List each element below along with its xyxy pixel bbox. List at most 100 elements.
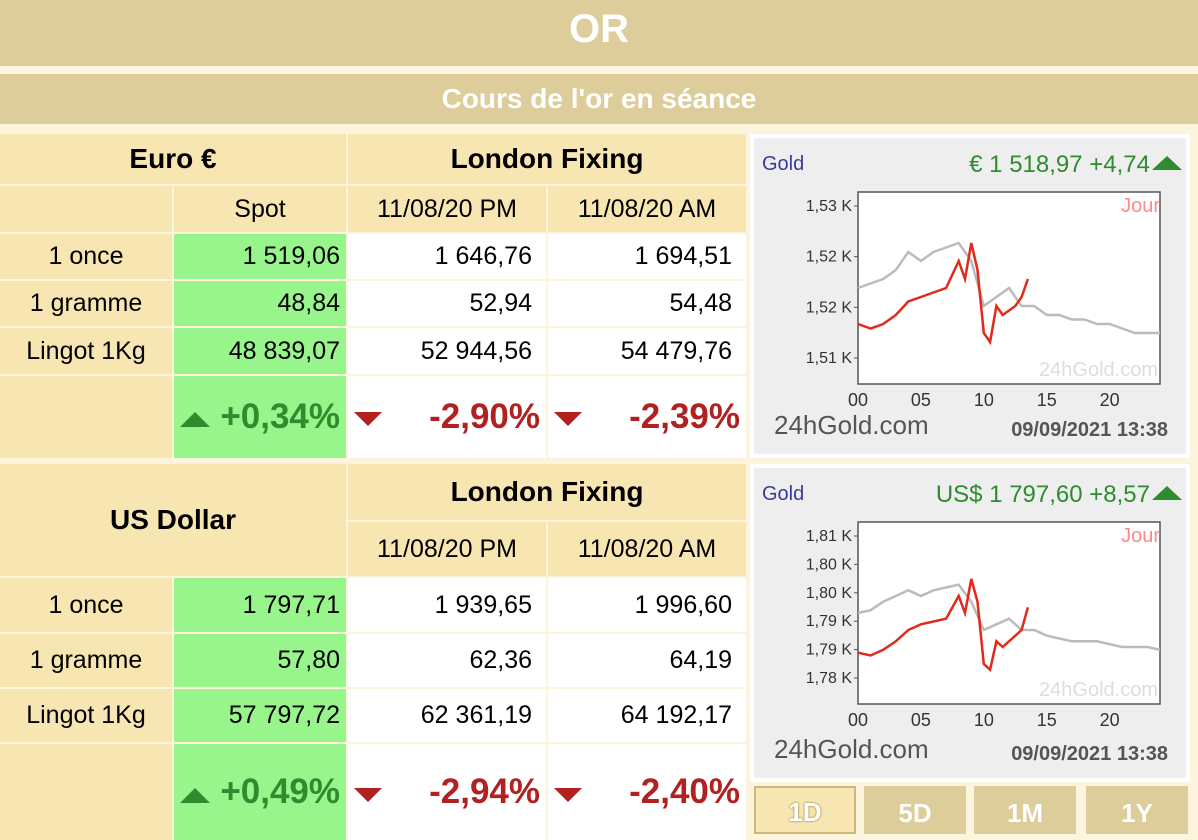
chart-title: Gold bbox=[762, 153, 804, 175]
chart-watermark: 24hGold.com bbox=[1039, 679, 1158, 701]
eur-spot-value: 48 839,07 bbox=[174, 328, 346, 374]
chart-x-tick-label: 05 bbox=[911, 710, 931, 730]
section-subtitle: Cours de l'or en séance bbox=[0, 74, 1198, 124]
eur-row-label: 1 gramme bbox=[0, 281, 172, 326]
page-title: OR bbox=[0, 0, 1198, 66]
chart-x-tick-label: 10 bbox=[974, 710, 994, 730]
usd-spot-value: 57 797,72 bbox=[174, 689, 346, 742]
eur-row-label: Lingot 1Kg bbox=[0, 328, 172, 374]
eur-pm-change: -2,90% bbox=[348, 376, 546, 458]
usd-change-empty bbox=[0, 744, 172, 840]
chart-series-line bbox=[857, 583, 1161, 652]
eur-fixing-header: London Fixing bbox=[348, 134, 746, 184]
gold-eur-chart-svg: Gold € 1 518,97 +4,74 Jour 24hGold.com 1,53 … bbox=[754, 138, 1186, 454]
gold-usd-chart[interactable]: Gold US$ 1 797,60 +8,57 Jour 24hGold.com 1,8… bbox=[750, 464, 1190, 782]
chart-x-tick-label: 05 bbox=[911, 390, 931, 410]
eur-am-value: 54,48 bbox=[548, 281, 746, 326]
chart-price-label: US$ 1 797,60 +8,57 bbox=[936, 481, 1150, 508]
chart-watermark: 24hGold.com bbox=[1039, 359, 1158, 381]
chart-footer-brand: 24hGold.com bbox=[774, 734, 929, 764]
chart-plot-area bbox=[857, 521, 1161, 705]
usd-spot-change-text: +0,49% bbox=[220, 772, 340, 811]
chart-title: Gold bbox=[762, 483, 804, 505]
chart-y-tick-label: 1,79 K bbox=[806, 642, 853, 659]
usd-spot-change: +0,49% bbox=[174, 744, 346, 840]
eur-spot-value: 48,84 bbox=[174, 281, 346, 326]
usd-row-label: 1 once bbox=[0, 578, 172, 632]
chart-y-tick-label: 1,78 K bbox=[806, 670, 853, 687]
eur-spot-change-text: +0,34% bbox=[220, 397, 340, 436]
chart-footer-date: 09/09/2021 13:38 bbox=[1011, 419, 1168, 441]
eur-change-empty bbox=[0, 376, 172, 458]
usd-fixing-header: London Fixing bbox=[348, 464, 746, 520]
usd-am-change-text: -2,40% bbox=[629, 772, 740, 811]
up-arrow-icon bbox=[1152, 156, 1182, 170]
usd-pm-value: 62 361,19 bbox=[348, 689, 546, 742]
usd-currency-header: US Dollar bbox=[0, 464, 346, 576]
down-arrow-icon bbox=[554, 788, 582, 802]
usd-pm-value: 1 939,65 bbox=[348, 578, 546, 632]
eur-spot-header: Spot bbox=[174, 186, 346, 232]
usd-am-value: 64,19 bbox=[548, 634, 746, 687]
usd-pm-header: 11/08/20 PM bbox=[348, 522, 546, 576]
chart-y-tick-label: 1,51 K bbox=[806, 350, 853, 367]
eur-am-header: 11/08/20 AM bbox=[548, 186, 746, 232]
eur-empty-header bbox=[0, 186, 172, 232]
eur-pm-value: 52,94 bbox=[348, 281, 546, 326]
chart-x-tick-label: 10 bbox=[974, 390, 994, 410]
eur-pm-value: 1 646,76 bbox=[348, 234, 546, 279]
usd-row-label: Lingot 1Kg bbox=[0, 689, 172, 742]
eur-row-label: 1 once bbox=[0, 234, 172, 279]
eur-spot-change: +0,34% bbox=[174, 376, 346, 458]
chart-series-line bbox=[857, 241, 1160, 335]
chart-footer-date: 09/09/2021 13:38 bbox=[1011, 743, 1168, 765]
chart-y-tick-label: 1,79 K bbox=[806, 613, 853, 630]
usd-row-label: 1 gramme bbox=[0, 634, 172, 687]
eur-spot-value: 1 519,06 bbox=[174, 234, 346, 279]
eur-currency-header: Euro € bbox=[0, 134, 346, 184]
down-arrow-icon bbox=[554, 412, 582, 426]
usd-spot-value: 1 797,71 bbox=[174, 578, 346, 632]
eur-am-change-text: -2,39% bbox=[629, 397, 740, 436]
period-button-1y[interactable]: 1Y bbox=[1086, 786, 1188, 834]
period-button-5d[interactable]: 5D bbox=[864, 786, 966, 834]
eur-pm-header: 11/08/20 PM bbox=[348, 186, 546, 232]
eur-am-value: 1 694,51 bbox=[548, 234, 746, 279]
down-arrow-icon bbox=[354, 788, 382, 802]
period-button-1m[interactable]: 1M bbox=[974, 786, 1076, 834]
up-arrow-icon bbox=[180, 788, 210, 803]
chart-x-tick-label: 20 bbox=[1100, 710, 1120, 730]
eur-am-change: -2,39% bbox=[548, 376, 746, 458]
chart-series-line bbox=[857, 242, 1030, 346]
chart-x-tick-label: 00 bbox=[848, 710, 868, 730]
usd-am-value: 64 192,17 bbox=[548, 689, 746, 742]
chart-footer-brand: 24hGold.com bbox=[774, 410, 929, 440]
chart-period-label: Jour bbox=[1121, 195, 1160, 217]
chart-y-tick-label: 1,80 K bbox=[806, 585, 853, 602]
chart-y-tick-label: 1,53 K bbox=[806, 198, 853, 215]
usd-pm-change: -2,94% bbox=[348, 744, 546, 840]
eur-pm-change-text: -2,90% bbox=[429, 397, 540, 436]
chart-price-label: € 1 518,97 +4,74 bbox=[969, 151, 1150, 178]
usd-pm-change-text: -2,94% bbox=[429, 772, 540, 811]
up-arrow-icon bbox=[180, 412, 210, 427]
chart-x-tick-label: 15 bbox=[1037, 710, 1057, 730]
down-arrow-icon bbox=[354, 412, 382, 426]
chart-period-label: Jour bbox=[1121, 525, 1160, 547]
gold-eur-chart[interactable]: Gold € 1 518,97 +4,74 Jour 24hGold.com 1,53 … bbox=[750, 134, 1190, 458]
usd-am-value: 1 996,60 bbox=[548, 578, 746, 632]
usd-spot-value: 57,80 bbox=[174, 634, 346, 687]
chart-y-tick-label: 1,80 K bbox=[806, 556, 853, 573]
usd-am-change: -2,40% bbox=[548, 744, 746, 840]
chart-series-line bbox=[857, 578, 1030, 673]
chart-x-tick-label: 20 bbox=[1100, 390, 1120, 410]
period-button-1d[interactable]: 1D bbox=[754, 786, 856, 834]
chart-y-tick-label: 1,81 K bbox=[806, 528, 853, 545]
chart-y-tick-label: 1,52 K bbox=[806, 299, 853, 316]
chart-x-tick-label: 15 bbox=[1037, 390, 1057, 410]
chart-x-tick-label: 00 bbox=[848, 390, 868, 410]
chart-y-tick-label: 1,52 K bbox=[806, 249, 853, 266]
up-arrow-icon bbox=[1152, 486, 1182, 500]
usd-am-header: 11/08/20 AM bbox=[548, 522, 746, 576]
usd-pm-value: 62,36 bbox=[348, 634, 546, 687]
